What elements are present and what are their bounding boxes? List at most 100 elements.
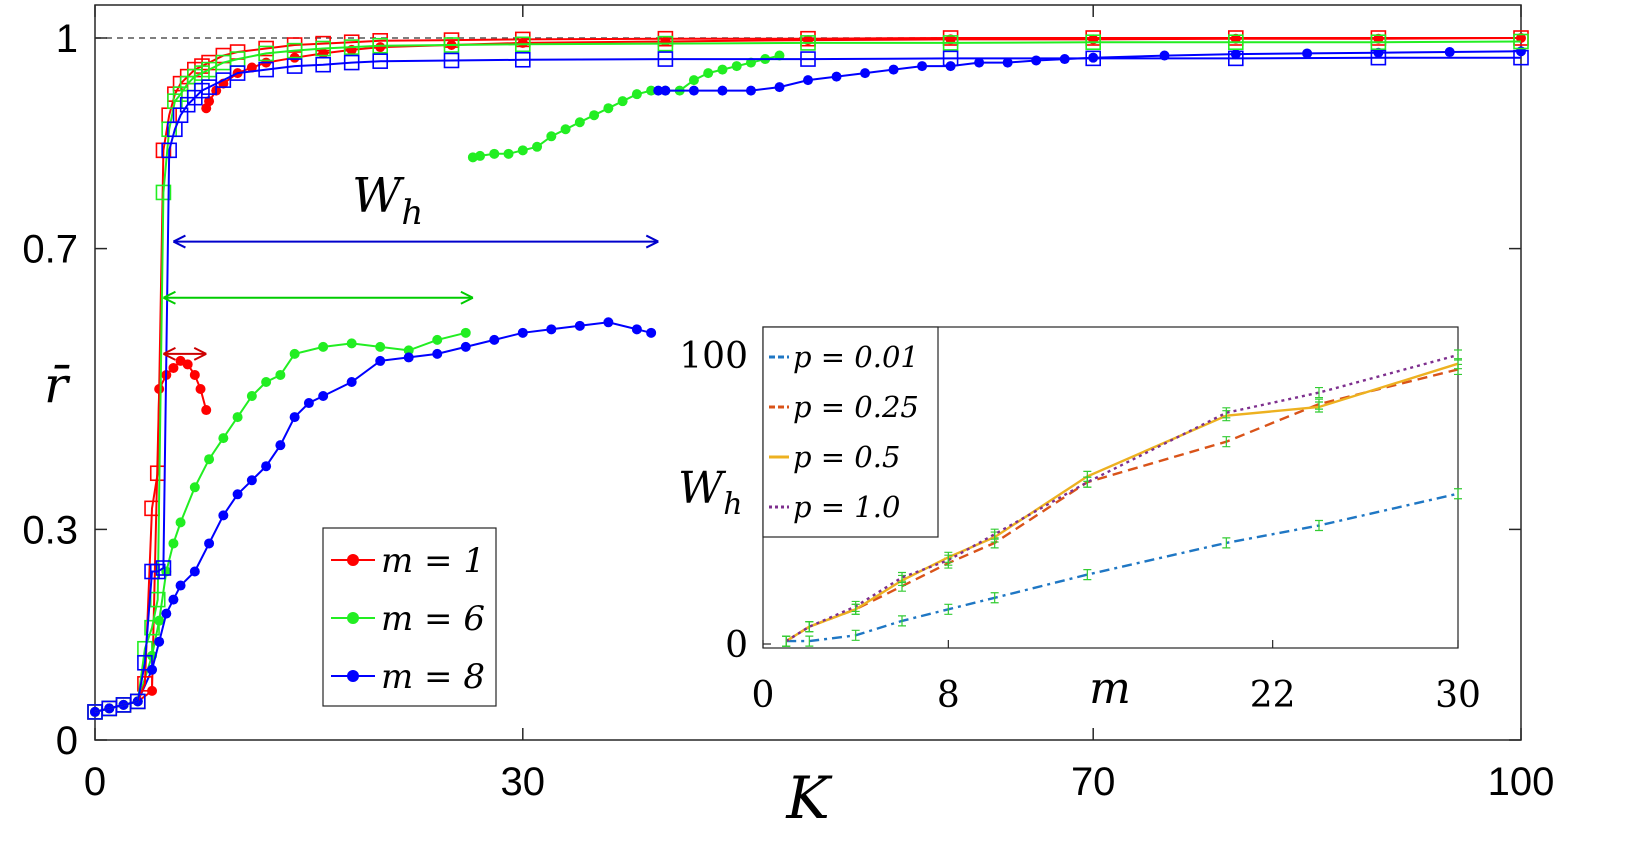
- data-point: [517, 327, 528, 338]
- data-point: [175, 517, 186, 528]
- y-tick-label: 0.3: [22, 508, 78, 552]
- data-point: [1370, 49, 1387, 66]
- error-bar: [898, 571, 906, 584]
- data-point: [303, 398, 314, 409]
- data-point: [346, 376, 357, 387]
- data-point: [800, 51, 816, 67]
- arrow-head-left: [163, 290, 176, 305]
- legend-label: m = 8: [381, 657, 485, 697]
- data-point: [318, 341, 329, 352]
- data-point: [318, 391, 329, 402]
- data-point: [182, 359, 193, 370]
- error-bar: [1454, 488, 1462, 500]
- data-point: [774, 50, 785, 61]
- data-point: [289, 348, 300, 359]
- series-4: [90, 317, 657, 717]
- data-point: [489, 334, 500, 345]
- data-point: [653, 85, 664, 96]
- data-point: [517, 145, 528, 156]
- data-point: [514, 36, 531, 53]
- inset-y-tick-label: 100: [679, 336, 748, 377]
- data-point: [218, 433, 229, 444]
- data-point: [475, 150, 486, 161]
- data-point: [460, 327, 471, 338]
- data-point: [631, 89, 642, 100]
- data-point: [155, 184, 172, 201]
- data-point: [974, 57, 985, 68]
- data-point: [860, 68, 871, 79]
- series-2: [90, 327, 471, 717]
- series-line: [94, 56, 1521, 713]
- data-point: [403, 345, 414, 356]
- legend-swatch-marker: [347, 554, 359, 566]
- annotation-sub: h: [401, 193, 423, 233]
- data-point: [137, 654, 153, 671]
- error-bar: [1315, 386, 1323, 399]
- data-point: [218, 510, 229, 521]
- data-point: [646, 327, 657, 338]
- data-point: [258, 61, 274, 78]
- data-point: [657, 51, 674, 67]
- data-point: [246, 62, 257, 73]
- inset-series-line: [785, 362, 1459, 643]
- error-bar: [1222, 407, 1231, 419]
- data-point: [289, 412, 300, 423]
- inset-legend-box: [762, 326, 939, 538]
- error-bar: [990, 528, 999, 540]
- x-tick-label: 100: [1488, 760, 1555, 804]
- data-point: [229, 65, 246, 81]
- data-point: [204, 538, 215, 549]
- data-point: [631, 324, 642, 335]
- series-line: [94, 40, 1522, 713]
- data-point: [232, 412, 243, 423]
- legend-label: m = 6: [381, 599, 485, 639]
- data-point: [774, 82, 785, 93]
- inset-legend-label: p = 0.5: [793, 440, 900, 474]
- main-legend: m = 1 m = 6 m = 8: [322, 527, 497, 707]
- data-point: [503, 148, 514, 159]
- error-bar: [805, 635, 814, 647]
- data-point: [1444, 47, 1455, 58]
- error-bar: [944, 603, 953, 615]
- x-axis-label: K: [785, 764, 833, 832]
- inset-x-tick-label: 0: [752, 675, 775, 716]
- data-point: [90, 706, 100, 717]
- data-point: [372, 53, 389, 69]
- data-point: [603, 317, 614, 328]
- x-tick-label: 30: [501, 760, 546, 804]
- x-tick-label: 0: [84, 760, 106, 804]
- data-point: [731, 61, 742, 72]
- data-point: [144, 619, 160, 636]
- data-point: [129, 693, 146, 710]
- data-point: [432, 348, 443, 359]
- data-point: [1370, 34, 1387, 51]
- inset-legend: p = 0.01 p = 0.25 p = 0.5 p = 1.0: [762, 326, 939, 538]
- data-point: [161, 608, 172, 619]
- data-point: [161, 142, 177, 159]
- data-point: [261, 376, 272, 387]
- data-point: [717, 64, 728, 75]
- inset-x-tick-label: 8: [937, 675, 960, 716]
- data-point: [168, 362, 179, 373]
- data-point: [189, 369, 200, 380]
- arrow-head-left: [163, 347, 176, 361]
- arrow-head-right: [193, 347, 207, 361]
- data-point: [204, 96, 215, 107]
- data-point: [149, 563, 166, 580]
- inset-y-axis-label-main: W: [678, 463, 727, 514]
- arrow-head-left: [172, 234, 186, 249]
- data-point: [532, 141, 543, 152]
- inset-legend-label: p = 0.01: [793, 340, 919, 374]
- data-point: [189, 566, 200, 577]
- error-bar: [898, 615, 906, 627]
- error-bar: [805, 621, 814, 633]
- data-point: [489, 148, 500, 159]
- data-point: [443, 37, 460, 53]
- data-point: [688, 85, 699, 96]
- data-point: [246, 475, 257, 486]
- data-point: [589, 110, 600, 121]
- data-point: [275, 369, 286, 380]
- data-point: [546, 324, 557, 335]
- y-tick-label: 0.7: [22, 228, 78, 272]
- data-point: [603, 103, 614, 114]
